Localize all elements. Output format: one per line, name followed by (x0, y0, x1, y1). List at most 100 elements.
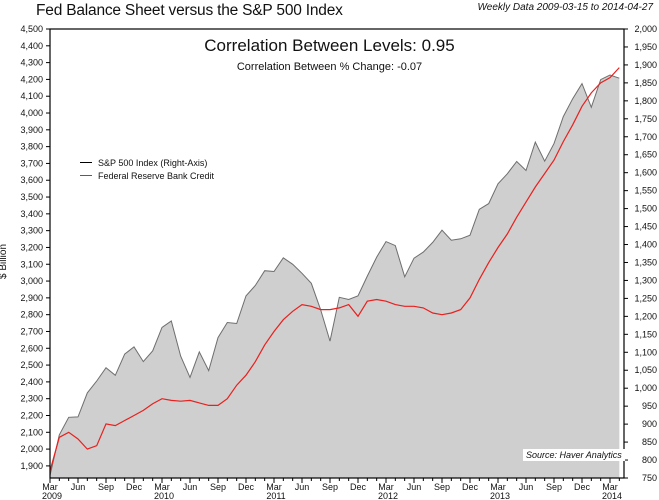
x-month-label: Dec (574, 482, 591, 492)
right-tick-label: 1,550 (634, 186, 657, 196)
x-month-label: Sep (434, 482, 450, 492)
legend-swatch-fed-credit (80, 175, 92, 176)
correlation-levels-annotation: Correlation Between Levels: 0.95 (204, 36, 455, 55)
left-tick-label: 2,600 (20, 343, 43, 353)
x-month-label: Mar (602, 482, 618, 492)
left-axis: 1,900 2,000 2,100 2,200 2,300 2,400 2,500 2,600… (20, 24, 50, 471)
y-axis-label: $ Billion (0, 243, 10, 279)
x-month-label: Sep (322, 482, 338, 492)
sp500-line (49, 74, 620, 476)
legend-label-fed-credit: Federal Reserve Bank Credit (98, 170, 215, 181)
left-tick-label: 3,500 (20, 192, 43, 202)
left-tick-label: 4,000 (20, 108, 43, 118)
sp500-area-layer (49, 74, 620, 478)
left-tick-label: 2,000 (20, 444, 43, 454)
fed-credit-line (49, 67, 620, 472)
x-axis: Mar Jun Sep Dec Mar Jun Sep Dec Mar Jun Sep Dec Mar J… (42, 478, 622, 500)
x-year-label: 2013 (490, 491, 510, 500)
right-tick-label: 2,000 (634, 24, 657, 34)
x-month-label: Jun (519, 482, 534, 492)
legend-swatch-sp500 (80, 162, 92, 163)
x-month-label: Mar (154, 482, 170, 492)
right-tick-label: 950 (642, 401, 657, 411)
right-tick-label: 1,200 (634, 311, 657, 321)
left-tick-label: 3,600 (20, 175, 43, 185)
left-tick-label: 2,900 (20, 293, 43, 303)
x-month-label: Sep (98, 482, 114, 492)
right-tick-label: 1,600 (634, 168, 657, 178)
x-month-label: Mar (378, 482, 394, 492)
right-tick-label: 1,150 (634, 329, 657, 339)
x-year-label: 2014 (602, 491, 622, 500)
left-tick-label: 4,300 (20, 58, 43, 68)
x-month-label: Dec (350, 482, 367, 492)
x-year-label: 2012 (378, 491, 398, 500)
left-tick-label: 4,500 (20, 24, 43, 34)
left-tick-label: 3,000 (20, 276, 43, 286)
left-tick-label: 2,400 (20, 377, 43, 387)
right-tick-label: 1,450 (634, 222, 657, 232)
right-tick-label: 1,800 (634, 96, 657, 106)
legend-item-fed-credit: Federal Reserve Bank Credit (80, 169, 214, 182)
left-tick-label: 3,300 (20, 226, 43, 236)
right-tick-label: 1,500 (634, 204, 657, 214)
legend: S&P 500 Index (Right-Axis) Federal Reser… (80, 156, 214, 182)
source-note: Source: Haver Analytics (523, 449, 625, 461)
left-tick-label: 3,400 (20, 209, 43, 219)
x-month-label: Dec (238, 482, 255, 492)
left-tick-label: 2,100 (20, 427, 43, 437)
left-tick-label: 4,100 (20, 91, 43, 101)
left-tick-label: 4,400 (20, 41, 43, 51)
left-tick-label: 2,800 (20, 310, 43, 320)
right-tick-label: 1,400 (634, 240, 657, 250)
x-month-label: Mar (490, 482, 506, 492)
x-month-label: Mar (266, 482, 282, 492)
legend-label-sp500: S&P 500 Index (Right-Axis) (98, 157, 208, 168)
sp500-area (50, 75, 620, 478)
left-tick-label: 3,800 (20, 142, 43, 152)
right-tick-label: 1,850 (634, 78, 657, 88)
correlation-change-annotation: Correlation Between % Change: -0.07 (236, 61, 423, 73)
x-month-label: Dec (462, 482, 479, 492)
chart-title: Fed Balance Sheet versus the S&P 500 Ind… (36, 2, 343, 19)
right-tick-label: 1,900 (634, 60, 657, 70)
x-month-label: Dec (126, 482, 143, 492)
x-year-label: 2011 (266, 491, 285, 500)
left-tick-label: 2,200 (20, 410, 43, 420)
right-tick-label: 1,300 (634, 275, 657, 285)
right-tick-label: 1,650 (634, 150, 657, 160)
right-tick-label: 750 (642, 473, 657, 483)
x-month-label: Jun (407, 482, 422, 492)
x-month-label: Sep (210, 482, 226, 492)
x-month-label: Sep (546, 482, 562, 492)
x-month-label: Jun (183, 482, 198, 492)
right-tick-label: 850 (642, 437, 657, 447)
x-month-label: Mar (42, 482, 58, 492)
right-tick-label: 1,100 (634, 347, 657, 357)
left-tick-label: 2,700 (20, 326, 43, 336)
fed-credit-line-layer (49, 67, 620, 472)
right-tick-label: 1,250 (634, 293, 657, 303)
x-month-label: Jun (71, 482, 86, 492)
x-year-label: 2010 (154, 491, 174, 500)
right-tick-label: 1,750 (634, 114, 657, 124)
right-tick-label: 800 (642, 455, 657, 465)
x-year-label: 2009 (42, 491, 62, 500)
left-tick-label: 2,300 (20, 394, 43, 404)
left-tick-label: 3,900 (20, 125, 43, 135)
right-tick-label: 1,700 (634, 132, 657, 142)
x-month-label: Jun (295, 482, 310, 492)
right-axis: 750 800 850 900 950 1,000 1,050 1,100 1,150 1,200… (624, 24, 657, 483)
left-tick-label: 2,500 (20, 360, 43, 370)
right-tick-label: 1,050 (634, 365, 657, 375)
left-tick-label: 4,200 (20, 74, 43, 84)
right-tick-label: 1,000 (634, 383, 657, 393)
right-tick-label: 1,350 (634, 257, 657, 267)
right-tick-label: 1,950 (634, 42, 657, 52)
left-tick-label: 3,700 (20, 158, 43, 168)
left-tick-label: 3,100 (20, 259, 43, 269)
legend-item-sp500: S&P 500 Index (Right-Axis) (80, 156, 214, 169)
left-tick-label: 1,900 (20, 461, 43, 471)
chart-subtitle: Weekly Data 2009-03-15 to 2014-04-27 (477, 2, 653, 13)
